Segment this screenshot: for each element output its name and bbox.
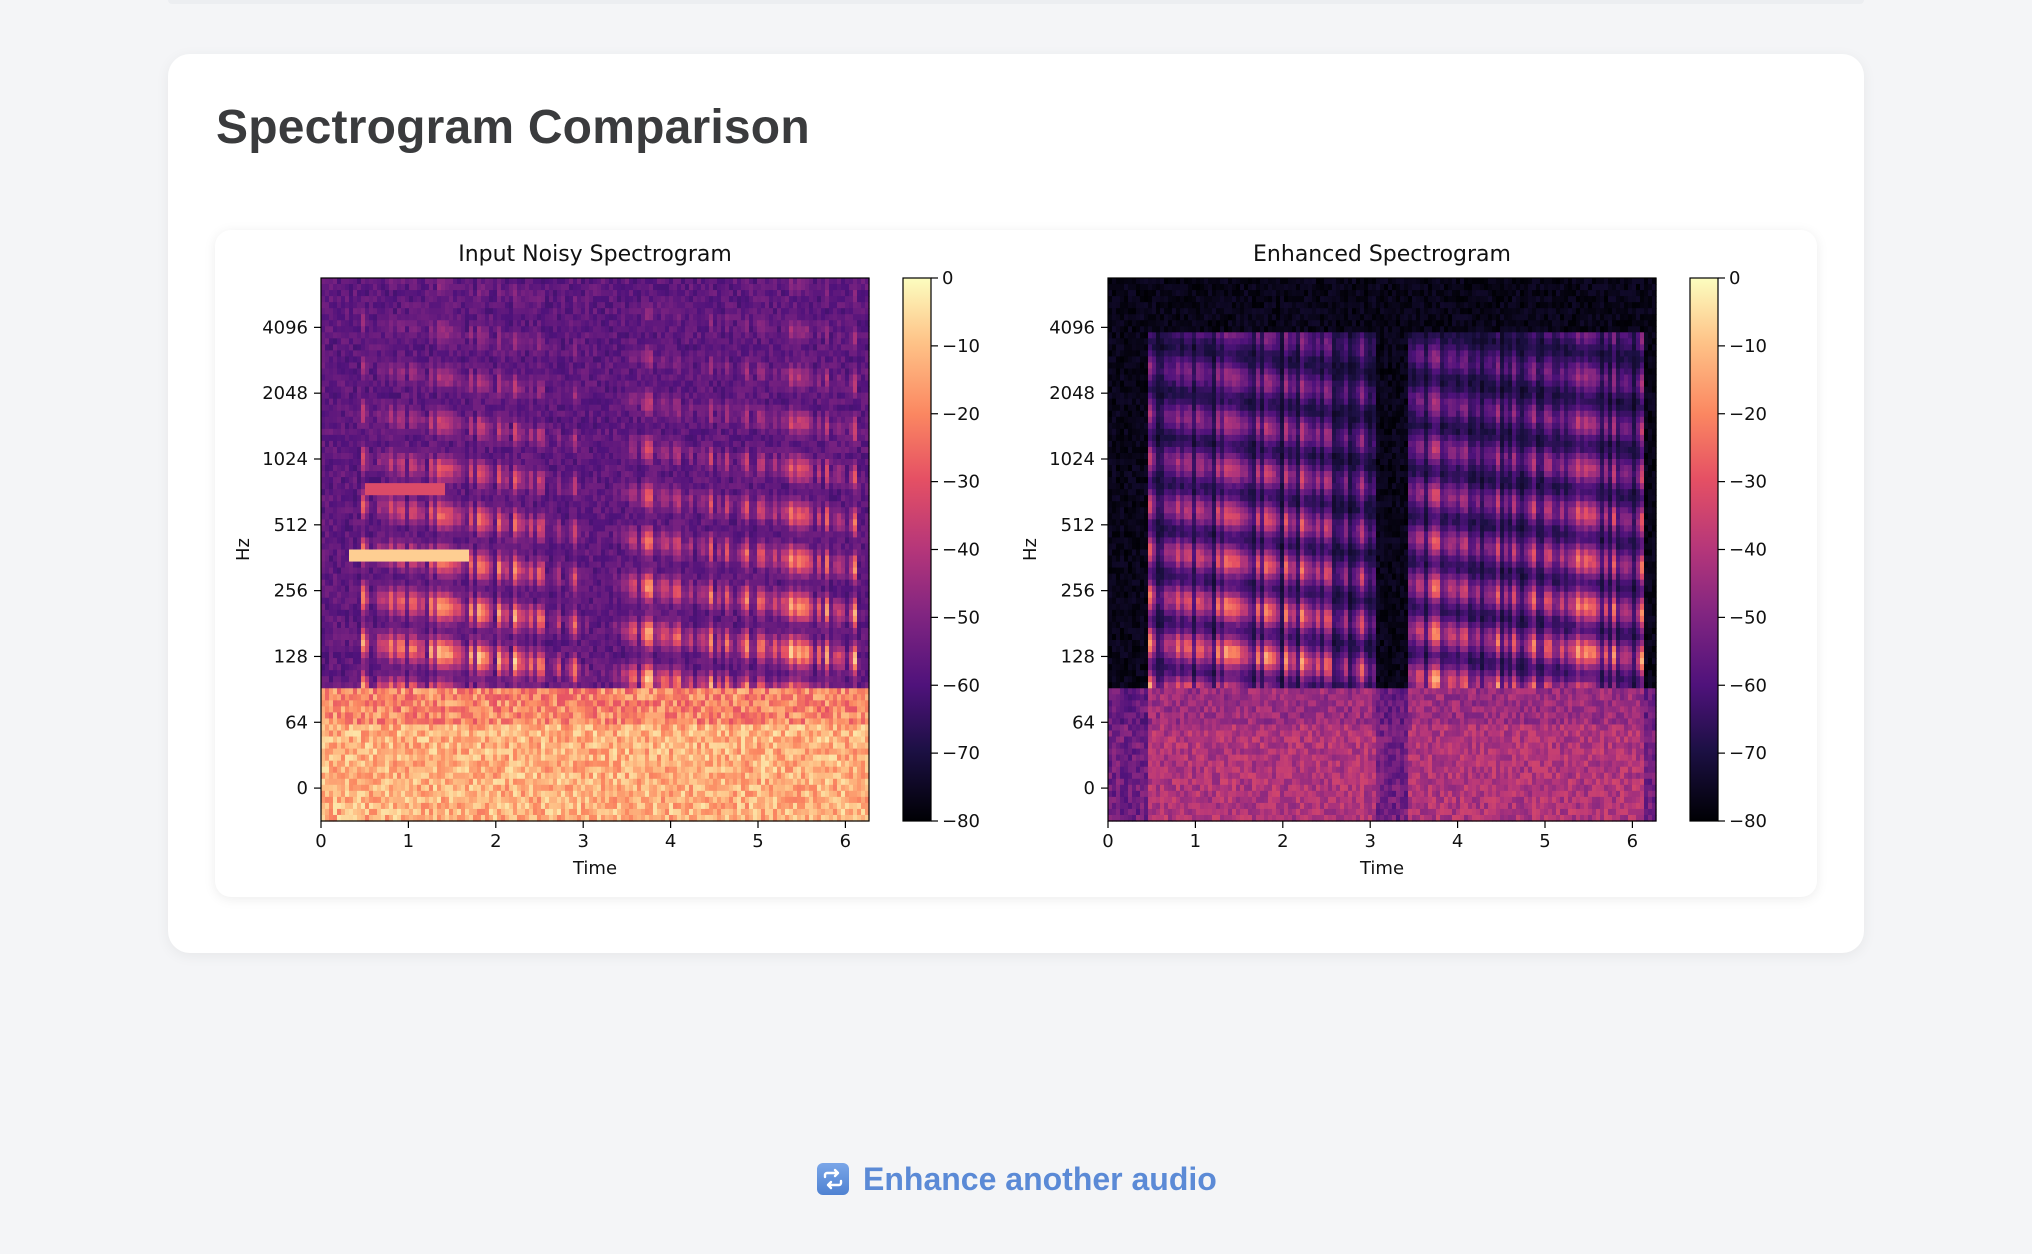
x-tick-label: 2 — [1277, 831, 1288, 852]
x-tick-label: 0 — [1102, 831, 1113, 852]
colorbar-tick-label: −20 — [1729, 404, 1767, 425]
colorbar-tick-label: −20 — [942, 404, 980, 425]
enhanced-spectrogram-panel: Enhanced Spectrogram 0 1 2 3 4 5 6 Time 0 64 128 256… — [1020, 242, 1767, 879]
colorbar-tick-label: −70 — [1729, 743, 1767, 764]
colorbar — [902, 277, 932, 822]
colorbar-tick-label: −30 — [942, 472, 980, 493]
colorbar-tick-label: −80 — [942, 811, 980, 832]
colorbar-tick-label: −60 — [942, 675, 980, 696]
x-tick-label: 3 — [1364, 831, 1375, 852]
colorbar — [1689, 277, 1719, 822]
x-tick-label: 4 — [665, 831, 676, 852]
x-tick-label: 2 — [490, 831, 501, 852]
x-tick-label: 1 — [403, 831, 414, 852]
y-tick-label: 2048 — [1049, 383, 1095, 404]
colorbar-tick-label: −80 — [1729, 811, 1767, 832]
x-tick-label: 5 — [1539, 831, 1550, 852]
y-tick-label: 128 — [1061, 646, 1095, 667]
y-tick-label: 0 — [297, 778, 308, 799]
colorbar-tick-label: 0 — [1729, 268, 1740, 289]
x-tick-label: 6 — [1627, 831, 1638, 852]
noisy-spectrogram-panel: Input Noisy Spectrogram 0 1 2 3 4 5 6 Time 0 64 128… — [233, 242, 980, 879]
colorbar-tick-label: −50 — [1729, 607, 1767, 628]
page-title: Spectrogram Comparison — [216, 100, 810, 155]
spectrogram-heatmap — [321, 278, 870, 822]
y-axis-label: Hz — [1020, 538, 1041, 561]
repeat-arrows-icon — [817, 1163, 849, 1195]
top-card-edge — [168, 0, 1864, 4]
spectrogram-heatmap — [1108, 278, 1657, 822]
x-tick-label: 6 — [840, 831, 851, 852]
colorbar-tick-label: −70 — [942, 743, 980, 764]
x-axis-label: Time — [1359, 858, 1404, 879]
x-axis-label: Time — [572, 858, 617, 879]
y-tick-label: 512 — [1061, 515, 1095, 536]
enhance-another-audio-label: Enhance another audio — [863, 1161, 1217, 1198]
enhance-another-audio-link[interactable]: Enhance another audio — [817, 1159, 1217, 1199]
colorbar-tick-label: 0 — [942, 268, 953, 289]
colorbar-tick-label: −60 — [1729, 675, 1767, 696]
x-tick-label: 1 — [1190, 831, 1201, 852]
y-tick-label: 4096 — [262, 317, 308, 338]
x-tick-label: 3 — [577, 831, 588, 852]
y-tick-label: 2048 — [262, 383, 308, 404]
x-tick-label: 0 — [315, 831, 326, 852]
y-tick-label: 256 — [1061, 581, 1095, 602]
y-tick-label: 64 — [285, 712, 308, 733]
spectrogram-title: Input Noisy Spectrogram — [458, 242, 732, 267]
y-tick-label: 0 — [1084, 778, 1095, 799]
colorbar-tick-label: −30 — [1729, 472, 1767, 493]
y-tick-label: 1024 — [1049, 449, 1095, 470]
y-tick-label: 64 — [1072, 712, 1095, 733]
y-tick-label: 512 — [274, 515, 308, 536]
colorbar-tick-label: −40 — [1729, 540, 1767, 561]
spectrogram-figure: Input Noisy Spectrogram 0 1 2 3 4 5 6 Time 0 64 128… — [215, 230, 1817, 897]
x-tick-label: 5 — [752, 831, 763, 852]
colorbar-tick-label: −10 — [942, 336, 980, 357]
x-tick-label: 4 — [1452, 831, 1463, 852]
y-tick-label: 1024 — [262, 449, 308, 470]
y-tick-label: 128 — [274, 646, 308, 667]
spectrogram-card: Spectrogram Comparison Input Noisy Spect… — [168, 54, 1864, 953]
y-tick-label: 256 — [274, 581, 308, 602]
plot-frame — [1107, 277, 1657, 822]
colorbar-tick-label: −50 — [942, 607, 980, 628]
y-axis-label: Hz — [233, 538, 254, 561]
colorbar-tick-label: −40 — [942, 540, 980, 561]
colorbar-tick-label: −10 — [1729, 336, 1767, 357]
spectrogram-title: Enhanced Spectrogram — [1253, 242, 1511, 267]
y-tick-label: 4096 — [1049, 317, 1095, 338]
plot-frame — [320, 277, 870, 822]
